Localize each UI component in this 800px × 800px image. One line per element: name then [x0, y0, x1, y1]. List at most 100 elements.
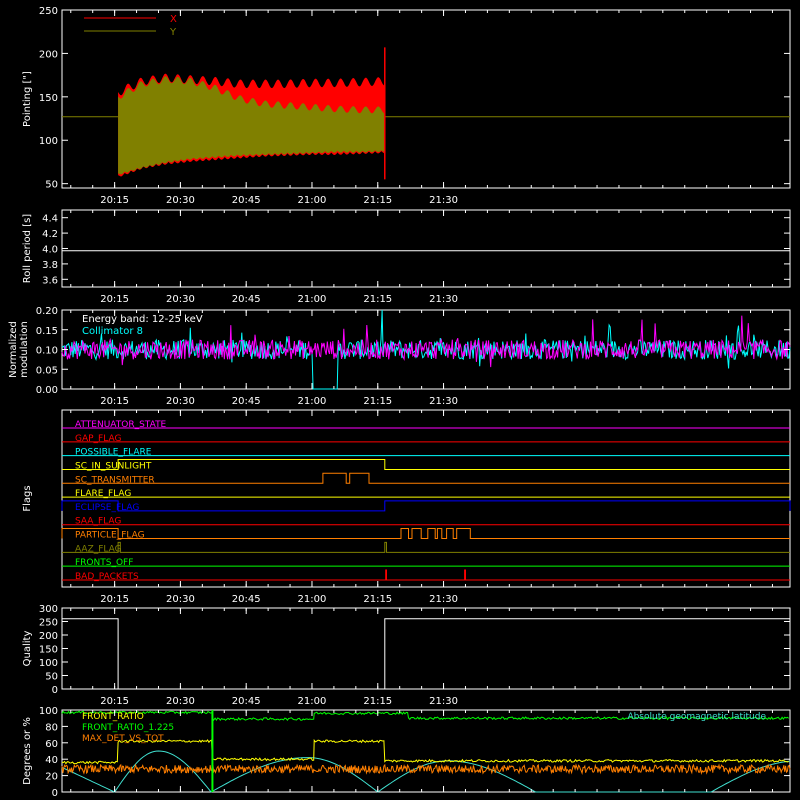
time-tick-label: 20:15 [100, 294, 129, 305]
time-tick-label: 21:00 [298, 594, 327, 605]
modulation-annotation-energy: Energy band: 12-25 keV [82, 314, 203, 325]
max-det-vs-tot-line [61, 763, 791, 776]
y-tick-label: 0.10 [36, 346, 58, 357]
time-tick-label: 21:30 [429, 594, 458, 605]
time-tick-label: 20:15 [100, 396, 129, 407]
flag-label-particle_flag: PARTICLE_FLAG [75, 531, 145, 541]
y-tick-label: 100 [39, 706, 58, 717]
time-tick-label: 21:15 [363, 195, 392, 206]
y-tick-label: 150 [39, 93, 58, 104]
time-tick-label: 21:30 [429, 696, 458, 707]
time-tick-label: 20:30 [166, 696, 195, 707]
flag-label-flare_flag: FLARE_FLAG [75, 489, 131, 499]
y-tick-label: 60 [45, 739, 58, 750]
time-tick-label: 21:00 [298, 396, 327, 407]
flag-label-possible_flare: POSSIBLE_FLARE [75, 448, 152, 458]
time-tick-label: 21:00 [298, 195, 327, 206]
flag-label-sc_transmitter: SC_TRANSMITTER [75, 475, 155, 485]
time-tick-label: 20:45 [232, 195, 261, 206]
y-tick-label: 80 [45, 722, 58, 733]
time-tick-label: 20:45 [232, 396, 261, 407]
time-tick-label: 21:15 [363, 696, 392, 707]
time-tick-label: 20:15 [100, 696, 129, 707]
y-tick-label: 50 [45, 180, 58, 191]
time-tick-label: 20:15 [100, 195, 129, 206]
y-tick-label: 150 [39, 645, 58, 656]
y-tick-label: 200 [39, 49, 58, 60]
y-tick-label: 3.6 [42, 275, 58, 286]
flag-line-aaz_flag [62, 541, 790, 553]
legend-label-front_ratio: FRONT_RATIO [82, 712, 144, 722]
time-tick-label: 20:45 [232, 594, 261, 605]
y-tick-label: 0.20 [36, 306, 58, 317]
y-tick-label: 250 [39, 6, 58, 17]
legend-label-X: X [170, 14, 177, 25]
panel-frame-5 [61, 709, 791, 793]
y-tick-label: 50 [45, 672, 58, 683]
y-axis-label: Flags [22, 485, 33, 511]
modulation-series-0 [61, 309, 791, 390]
flag-label-sc_in_sunlight: SC_IN_SUNLIGHT [75, 461, 152, 471]
y-tick-label: 200 [39, 631, 58, 642]
time-tick-label: 21:30 [429, 294, 458, 305]
flag-line-particle_flag [61, 528, 790, 540]
y-axis-label: Roll period [s] [22, 214, 33, 283]
time-tick-label: 21:30 [429, 195, 458, 206]
y-tick-label: 100 [39, 136, 58, 147]
y-tick-label: 3.8 [42, 260, 58, 271]
y-axis-label: Degrees or % [22, 717, 33, 785]
y-tick-label: 0.05 [36, 365, 58, 376]
y-tick-label: 0 [52, 685, 58, 696]
flag-label-attenuator_state: ATTENUATOR_STATE [75, 420, 167, 430]
time-tick-label: 20:30 [166, 594, 195, 605]
modulation-series-1 [61, 315, 791, 368]
y-tick-label: 20 [45, 772, 58, 783]
time-tick-label: 21:15 [363, 396, 392, 407]
series-front_ratio [61, 738, 789, 765]
flag-line-sc_in_sunlight [62, 458, 790, 470]
flag-label-saa_flag: SAA_FLAG [75, 517, 121, 527]
modulation-annotation-collimator: Collimator 8 [82, 326, 143, 337]
y-axis-label: Pointing ["] [22, 71, 33, 127]
y-tick-label: 4.4 [42, 214, 58, 225]
flag-label-eclipse_flag: ECLIPSE_FLAG [75, 503, 139, 513]
flag-line-eclipse_flag [61, 500, 791, 512]
y-tick-label: 0.15 [36, 326, 58, 337]
time-tick-label: 20:30 [166, 294, 195, 305]
legend-label-Y: Y [169, 27, 177, 38]
time-tick-label: 21:15 [363, 294, 392, 305]
time-tick-label: 20:45 [232, 294, 261, 305]
panel-frame-0 [61, 9, 791, 189]
y-tick-label: 100 [39, 658, 58, 669]
flag-line-sc_transmitter [62, 472, 790, 484]
y-tick-label: 300 [39, 604, 58, 615]
time-tick-label: 21:00 [298, 696, 327, 707]
y-tick-label: 250 [39, 618, 58, 629]
flag-label-bad_packets: BAD_PACKETS [75, 572, 139, 582]
series-front_ratio_1.225 [61, 710, 790, 722]
legend-label-front_ratio_1.225: FRONT_RATIO_1.225 [82, 723, 174, 733]
y-tick-label: 4.0 [42, 245, 58, 256]
time-tick-label: 21:30 [429, 396, 458, 407]
panel-frame-1 [61, 209, 791, 288]
geomagnetic-latitude-line [61, 750, 791, 793]
y-axis-label: Normalized [8, 321, 19, 378]
quality-line [62, 618, 790, 690]
time-tick-label: 21:15 [363, 594, 392, 605]
panel-frame-4 [61, 607, 791, 690]
pointing-series-Y [118, 76, 385, 175]
time-tick-label: 20:30 [166, 396, 195, 407]
geomagnetic-latitude-label: Absolute geomagnetic latitude [627, 712, 766, 722]
y-axis-label: Quality [22, 631, 33, 667]
y-tick-label: 4.2 [42, 229, 58, 240]
time-tick-label: 20:15 [100, 594, 129, 605]
y-tick-label: 40 [45, 755, 58, 766]
y-axis-label: modulation [19, 321, 30, 378]
panel-frame-3 [61, 409, 791, 588]
flag-line-bad_packets [62, 569, 790, 581]
legend-label-max_det_vs_tot: MAX_DET_VS_TOT [82, 734, 164, 744]
y-tick-label: 0.00 [36, 385, 58, 396]
flag-label-fronts_off: FRONTS_OFF [75, 558, 133, 568]
time-tick-label: 20:30 [166, 195, 195, 206]
